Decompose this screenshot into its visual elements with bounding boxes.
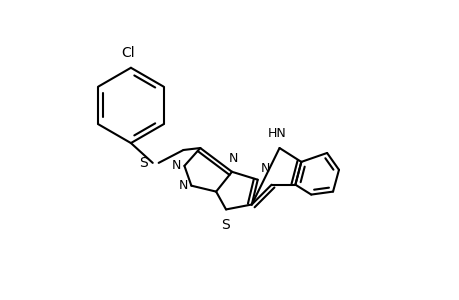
Text: N: N: [260, 162, 270, 175]
Text: S: S: [220, 218, 229, 233]
Text: HN: HN: [268, 127, 286, 140]
Text: N: N: [172, 159, 181, 172]
Text: N: N: [228, 152, 237, 165]
Text: N: N: [179, 179, 188, 192]
Text: S: S: [139, 156, 148, 170]
Text: Cl: Cl: [121, 46, 134, 60]
